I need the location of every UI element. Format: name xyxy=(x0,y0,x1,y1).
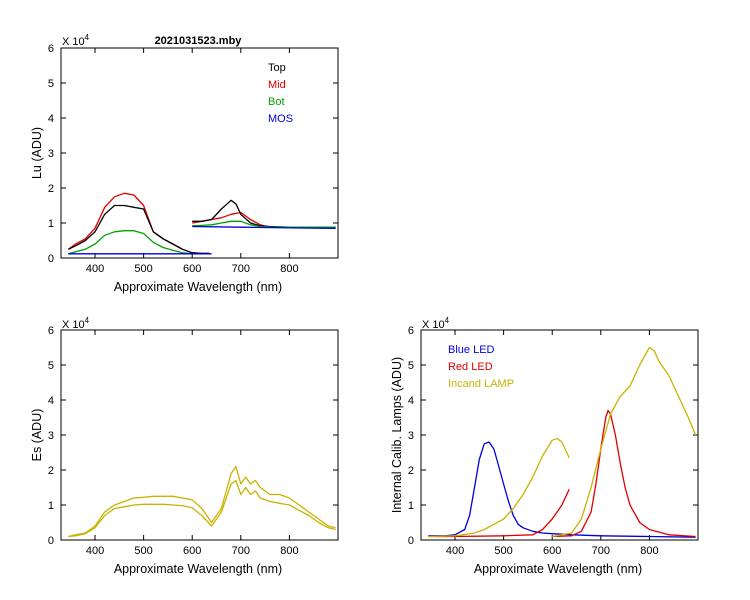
y-tick-label: 4 xyxy=(48,395,54,407)
y-axis-label: Internal Calib. Lamps (ADU) xyxy=(390,357,404,513)
x-tick-label: 400 xyxy=(86,545,104,557)
y-tick-label: 0 xyxy=(48,535,54,547)
y-multiplier: X 104 xyxy=(62,316,90,331)
series-line-top xyxy=(192,199,336,228)
y-tick-label: 5 xyxy=(48,78,54,90)
x-tick-label: 500 xyxy=(494,545,512,557)
y-tick-label: 4 xyxy=(48,113,54,125)
y-multiplier: X 104 xyxy=(422,316,450,331)
legend-entry-red-led: Red LED xyxy=(448,361,493,373)
y-tick-label: 4 xyxy=(408,395,414,407)
x-tick-label: 400 xyxy=(446,545,464,557)
series-line-red-led xyxy=(552,409,696,538)
y-tick-label: 2 xyxy=(408,465,414,477)
y-tick-label: 5 xyxy=(48,360,54,372)
x-tick-label: 600 xyxy=(543,545,561,557)
y-tick-label: 1 xyxy=(48,218,54,230)
series-line-incand-lamp xyxy=(428,437,570,538)
x-tick-label: 600 xyxy=(183,263,201,275)
legend-entry-incand-lamp: Incand LAMP xyxy=(448,378,514,390)
y-tick-label: 0 xyxy=(408,535,414,547)
series-line-incand-lamp xyxy=(552,346,697,538)
x-tick-label: 700 xyxy=(232,545,250,557)
x-tick-label: 500 xyxy=(134,545,152,557)
series-line-es-upper xyxy=(68,465,336,538)
series-line-bot xyxy=(68,230,193,255)
series-line-mos xyxy=(192,225,336,229)
y-tick-label: 2 xyxy=(48,465,54,477)
y-tick-label: 1 xyxy=(408,500,414,512)
series-line-blue-led xyxy=(428,441,696,538)
series-line-mid xyxy=(67,192,210,255)
x-tick-label: 800 xyxy=(640,545,658,557)
y-tick-label: 3 xyxy=(48,148,54,160)
x-tick-label: 700 xyxy=(592,545,610,557)
y-tick-label: 6 xyxy=(48,325,54,337)
series-line-bot xyxy=(192,220,336,228)
series-line-es-lower xyxy=(68,479,336,538)
series-line-red-led xyxy=(428,489,570,538)
panel-calib-lamps: X 104 Approximate Wavelength (nm) Intern… xyxy=(390,316,699,576)
y-axis-label: Lu (ADU) xyxy=(30,127,44,179)
y-tick-label: 3 xyxy=(48,430,54,442)
x-tick-label: 800 xyxy=(280,545,298,557)
y-tick-label: 3 xyxy=(408,430,414,442)
y-tick-label: 6 xyxy=(48,43,54,55)
y-tick-label: 0 xyxy=(48,253,54,265)
x-tick-label: 600 xyxy=(183,545,201,557)
panel-lu: 2021031523.mby X 104 Approximate Wavelen… xyxy=(30,33,339,294)
series-line-top xyxy=(68,204,210,255)
x-tick-label: 400 xyxy=(86,263,104,275)
chart-title: 2021031523.mby xyxy=(155,35,243,47)
y-tick-label: 2 xyxy=(48,183,54,195)
legend-entry-bot: Bot xyxy=(268,96,285,108)
legend-entry-blue-led: Blue LED xyxy=(448,344,495,356)
legend-entry-mos: MOS xyxy=(268,113,293,125)
x-tick-label: 700 xyxy=(232,263,250,275)
x-tick-label: 800 xyxy=(280,263,298,275)
y-multiplier: X 104 xyxy=(62,33,90,48)
legend-entry-top: Top xyxy=(268,62,286,74)
panel-es: X 104 Approximate Wavelength (nm) Es (AD… xyxy=(30,316,339,576)
x-axis-label: Approximate Wavelength (nm) xyxy=(114,280,282,294)
y-tick-label: 1 xyxy=(48,500,54,512)
x-axis-label: Approximate Wavelength (nm) xyxy=(114,562,282,576)
legend-entry-mid: Mid xyxy=(268,79,286,91)
x-tick-label: 500 xyxy=(134,263,152,275)
x-axis-label: Approximate Wavelength (nm) xyxy=(474,562,642,576)
y-axis-label: Es (ADU) xyxy=(30,409,44,462)
y-tick-label: 6 xyxy=(408,325,414,337)
y-tick-label: 5 xyxy=(408,360,414,372)
